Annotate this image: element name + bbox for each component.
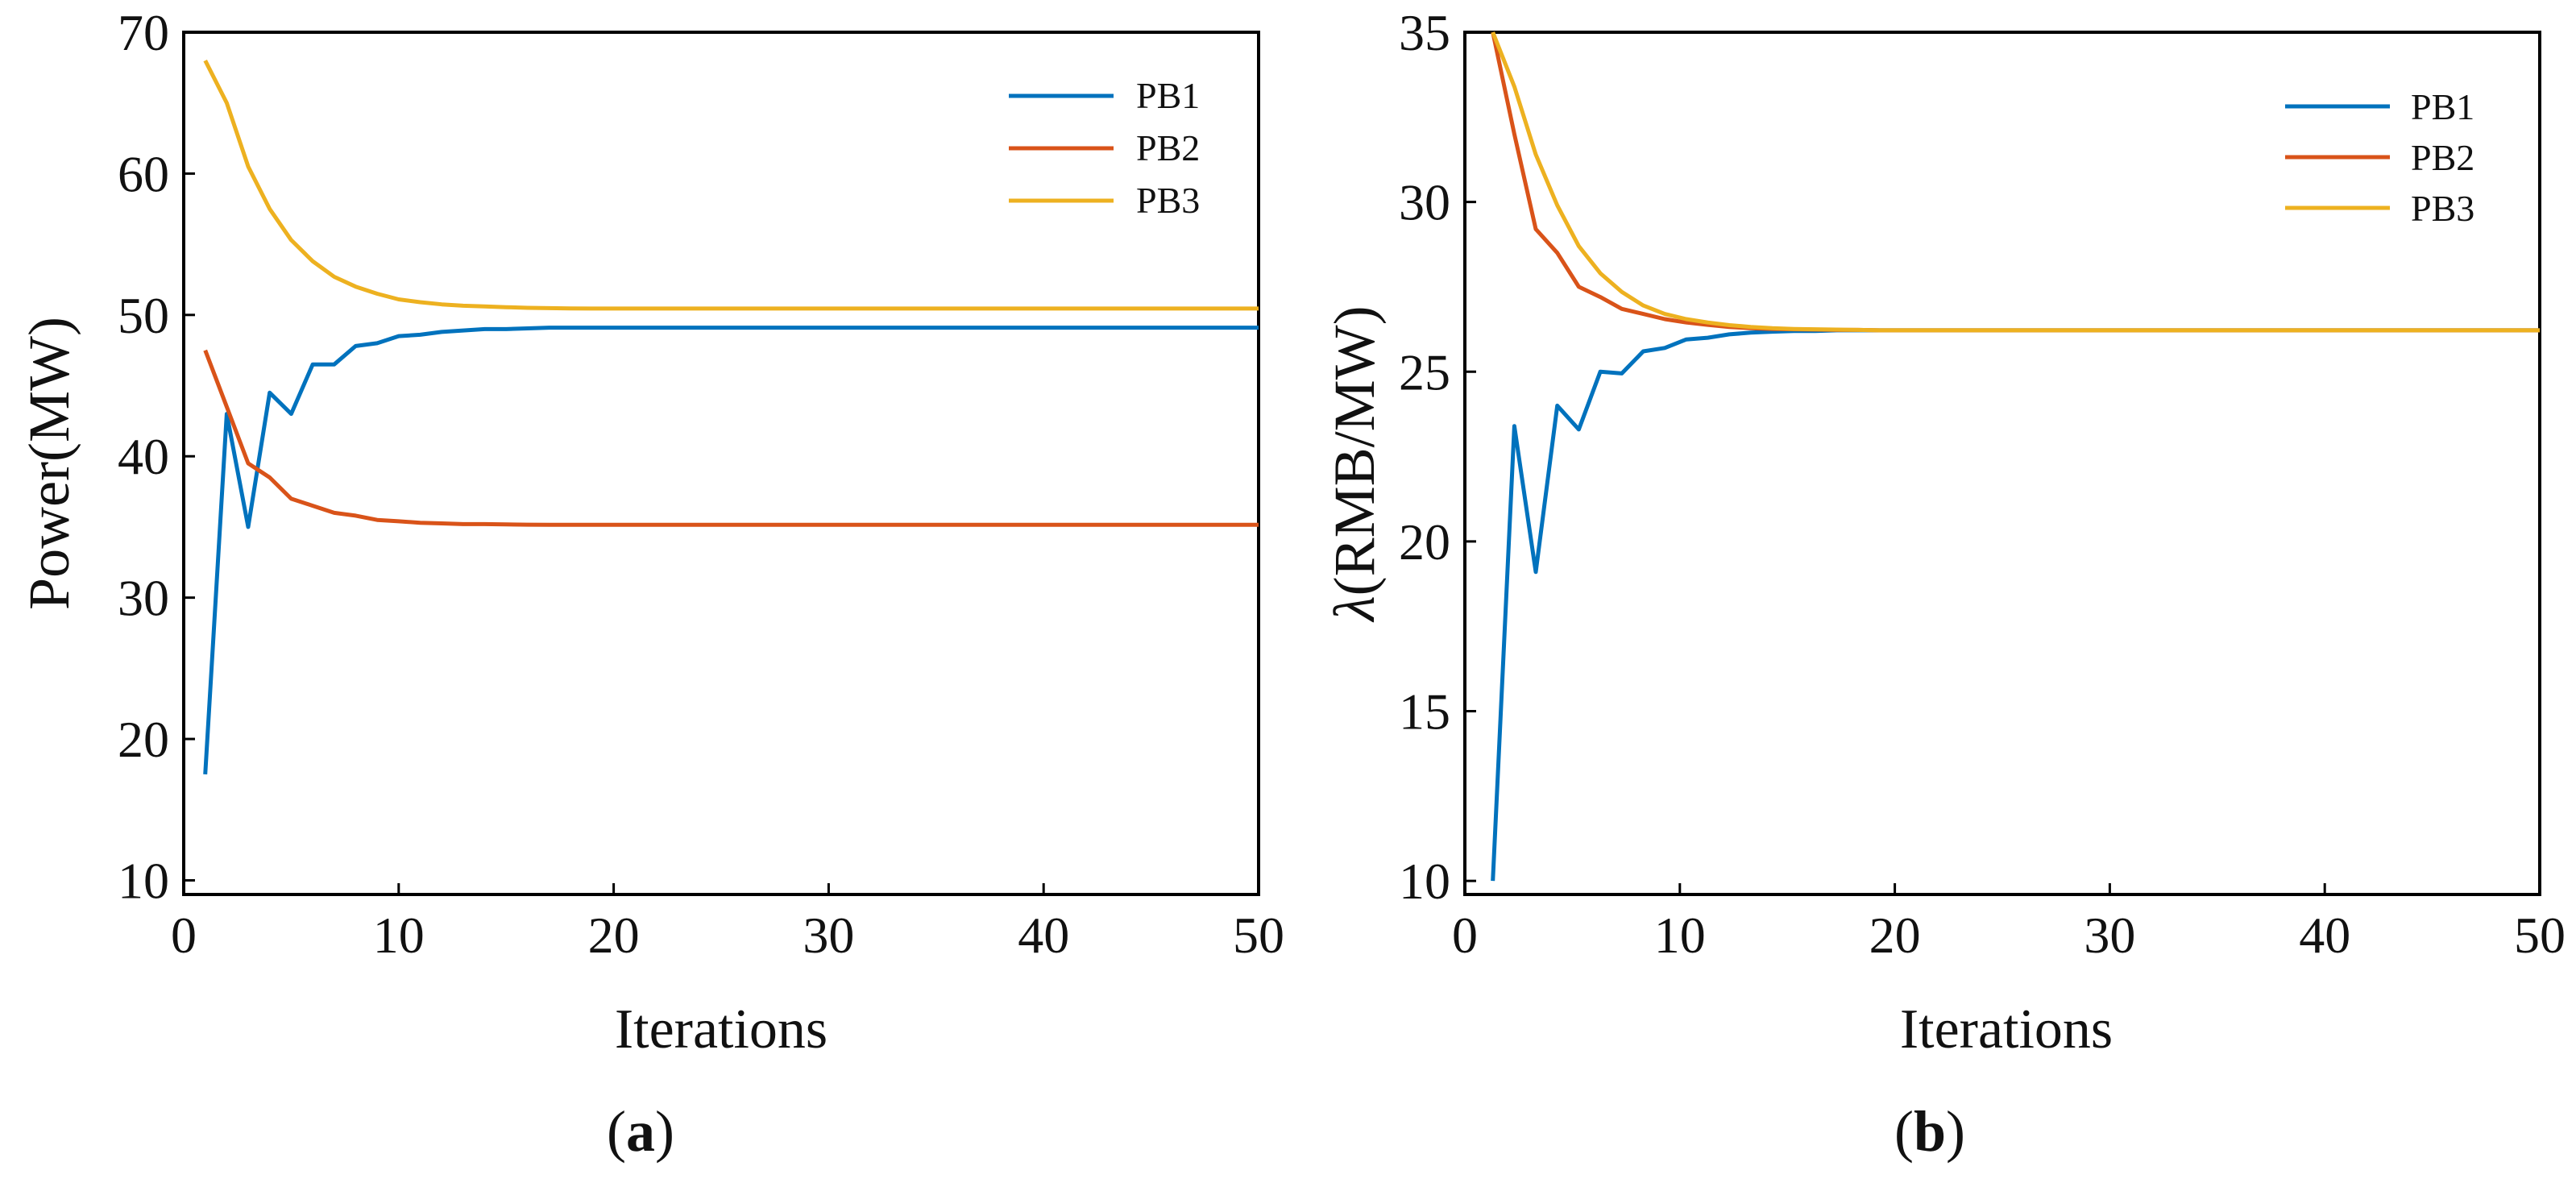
series-line-b-pb3	[1491, 31, 2540, 333]
panel-label-a-open: (	[607, 1099, 626, 1164]
legend-a: PB1 PB2 PB3	[1009, 75, 1200, 221]
x-tick-label-a-5: 50	[1233, 907, 1284, 964]
x-tick-label-a-4: 40	[1018, 907, 1069, 964]
y-tick-label-b-0: 10	[1399, 853, 1450, 910]
series-group-b	[1491, 31, 2540, 882]
x-axis-label-a: Iterations	[615, 998, 828, 1060]
x-tick-label-a-1: 10	[373, 907, 425, 964]
series-line-a-pb1	[203, 326, 1259, 775]
y-tick-label-b-1: 15	[1399, 683, 1450, 741]
x-tick-label-b-0: 0	[1452, 907, 1478, 964]
y-tick-label-a-6: 70	[118, 4, 169, 61]
x-tick-label-b-5: 50	[2514, 907, 2566, 964]
legend-b-pb3-label: PB3	[2411, 188, 2474, 229]
x-tick-label-a-2: 20	[588, 907, 640, 964]
panel-label-a: (a)	[607, 1099, 674, 1164]
panel-label-a-close: )	[655, 1099, 674, 1164]
y-tick-label-b-2: 20	[1399, 513, 1450, 571]
panel-label-b-close: )	[1946, 1099, 1965, 1164]
legend-a-pb3-label: PB3	[1136, 180, 1200, 221]
panel-label-b-letter: b	[1914, 1099, 1946, 1164]
series-line-a-pb2	[203, 349, 1259, 527]
series-group-a	[203, 59, 1259, 775]
plot-frame-a	[182, 31, 1260, 896]
x-tick-label-b-1: 10	[1654, 907, 1706, 964]
legend-b-pb2-label: PB2	[2411, 137, 2474, 178]
plot-frame-b	[1463, 31, 2541, 896]
series-line-b-pb2	[1491, 31, 2540, 333]
legend-a-pb2-label: PB2	[1136, 127, 1200, 168]
series-line-a-pb3	[203, 59, 1259, 311]
y-tick-label-b-4: 30	[1399, 174, 1450, 231]
y-axis-label-b-units: (RMB/MW)	[1322, 305, 1387, 596]
panel-label-b: (b)	[1894, 1099, 1965, 1164]
x-tick-label-b-4: 40	[2299, 907, 2350, 964]
y-tick-label-a-3: 40	[118, 428, 169, 485]
legend-a-pb1-label: PB1	[1136, 75, 1200, 116]
legend-b: PB1 PB2 PB3	[2285, 86, 2474, 229]
legend-b-pb1-label: PB1	[2411, 86, 2474, 127]
x-tick-label-a-0: 0	[171, 907, 197, 964]
y-tick-label-a-0: 10	[118, 852, 169, 909]
x-axis-label-b: Iterations	[1900, 998, 2113, 1060]
panel-label-b-open: (	[1894, 1099, 1914, 1164]
y-axis-label-b: λ(RMB/MW)	[1322, 305, 1387, 622]
y-tick-label-a-4: 50	[118, 287, 169, 344]
x-tick-label-b-2: 20	[1869, 907, 1921, 964]
y-tick-label-a-5: 60	[118, 145, 169, 202]
y-axis-label-b-symbol: λ	[1322, 596, 1387, 622]
y-tick-label-b-3: 25	[1399, 343, 1450, 401]
panel-label-a-letter: a	[626, 1099, 655, 1164]
y-tick-label-a-1: 20	[118, 711, 169, 768]
y-axis-label-a: Power(MW)	[17, 317, 81, 610]
y-tick-label-b-5: 35	[1399, 4, 1450, 61]
y-tick-label-a-2: 30	[118, 570, 169, 627]
x-tick-label-a-3: 30	[803, 907, 854, 964]
x-tick-label-b-3: 30	[2084, 907, 2135, 964]
series-line-b-pb1	[1491, 328, 2540, 882]
